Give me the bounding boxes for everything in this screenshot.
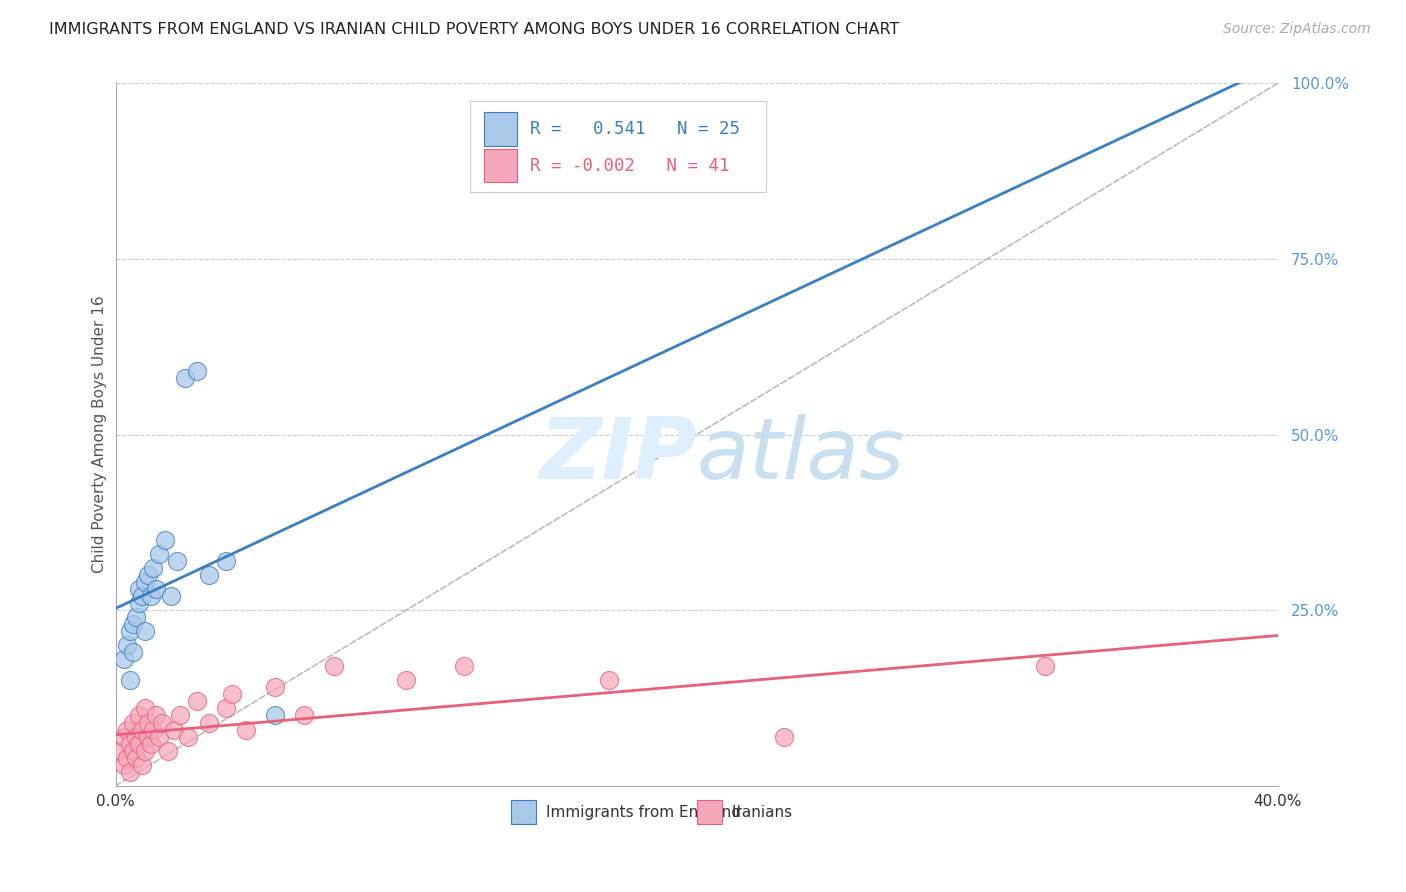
Point	[131, 723, 153, 737]
Point	[122, 715, 145, 730]
Point	[112, 730, 135, 744]
Point	[134, 743, 156, 757]
Point	[136, 568, 159, 582]
Point	[145, 708, 167, 723]
Point	[120, 737, 142, 751]
Point	[598, 673, 620, 688]
Point	[117, 723, 139, 737]
Text: Iranians: Iranians	[731, 805, 793, 820]
Point	[125, 730, 148, 744]
Point	[453, 659, 475, 673]
Point	[772, 730, 794, 744]
Text: Immigrants from England: Immigrants from England	[546, 805, 741, 820]
Y-axis label: Child Poverty Among Boys Under 16: Child Poverty Among Boys Under 16	[93, 296, 107, 574]
Point	[139, 737, 162, 751]
Point	[264, 681, 287, 695]
Point	[150, 715, 173, 730]
Point	[117, 638, 139, 652]
Point	[142, 561, 165, 575]
Point	[169, 708, 191, 723]
Point	[153, 533, 176, 547]
Point	[131, 757, 153, 772]
Point	[125, 750, 148, 764]
Point	[128, 708, 150, 723]
Point	[136, 715, 159, 730]
Bar	[510, 800, 536, 824]
Point	[122, 645, 145, 659]
Point	[163, 723, 186, 737]
Text: IMMIGRANTS FROM ENGLAND VS IRANIAN CHILD POVERTY AMONG BOYS UNDER 16 CORRELATION: IMMIGRANTS FROM ENGLAND VS IRANIAN CHILD…	[49, 22, 900, 37]
Point	[177, 730, 200, 744]
Point	[136, 730, 159, 744]
Point	[120, 673, 142, 688]
Point	[322, 659, 344, 673]
Point	[131, 589, 153, 603]
Point	[215, 701, 238, 715]
Point	[128, 596, 150, 610]
Point	[1033, 659, 1056, 673]
Text: Source: ZipAtlas.com: Source: ZipAtlas.com	[1223, 22, 1371, 37]
Point	[120, 624, 142, 639]
Text: ZIP: ZIP	[538, 414, 696, 497]
Bar	[484, 112, 516, 146]
Point	[148, 730, 170, 744]
Point	[197, 568, 219, 582]
Point	[128, 737, 150, 751]
Point	[264, 708, 287, 723]
Point	[395, 673, 418, 688]
Point	[128, 582, 150, 596]
Point	[134, 575, 156, 590]
Point	[112, 652, 135, 666]
FancyBboxPatch shape	[470, 101, 766, 193]
Point	[186, 694, 208, 708]
Point	[148, 547, 170, 561]
Point	[221, 687, 243, 701]
Point	[117, 750, 139, 764]
Point	[120, 764, 142, 779]
Point	[110, 743, 132, 757]
Text: R = -0.002   N = 41: R = -0.002 N = 41	[530, 157, 730, 175]
Point	[122, 743, 145, 757]
Point	[235, 723, 257, 737]
Point	[174, 371, 197, 385]
Point	[215, 554, 238, 568]
Point	[122, 617, 145, 632]
Bar	[696, 800, 723, 824]
Point	[145, 582, 167, 596]
Point	[134, 701, 156, 715]
Text: atlas: atlas	[696, 414, 904, 497]
Text: R =   0.541   N = 25: R = 0.541 N = 25	[530, 120, 741, 138]
Point	[197, 715, 219, 730]
Bar	[484, 149, 516, 183]
Point	[294, 708, 316, 723]
Point	[112, 757, 135, 772]
Point	[166, 554, 188, 568]
Point	[125, 610, 148, 624]
Point	[156, 743, 179, 757]
Point	[134, 624, 156, 639]
Point	[139, 589, 162, 603]
Point	[186, 364, 208, 378]
Point	[142, 723, 165, 737]
Point	[160, 589, 183, 603]
